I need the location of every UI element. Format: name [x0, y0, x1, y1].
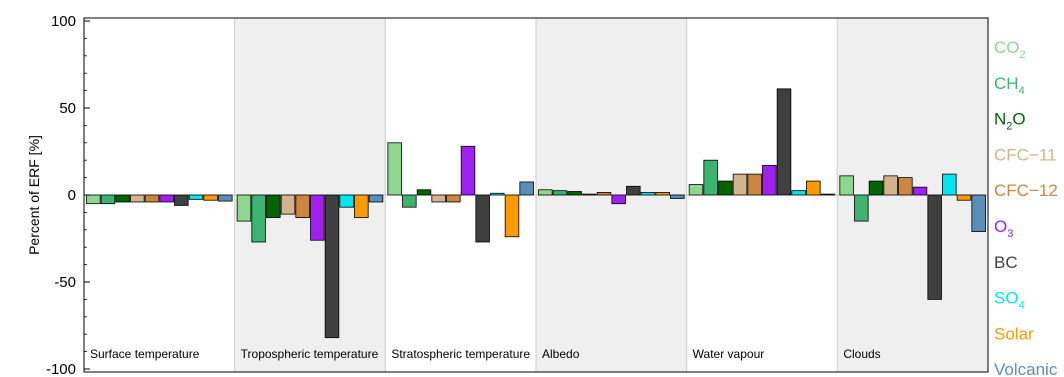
y-tick-label: -100	[46, 361, 76, 377]
legend-item: O3	[994, 217, 1013, 240]
bar	[354, 194, 369, 219]
bar	[416, 189, 432, 196]
legend-item: SO4	[994, 289, 1025, 312]
bar	[596, 191, 612, 196]
y-tick-label: 50	[59, 100, 76, 117]
bar	[310, 194, 325, 241]
bar	[159, 194, 174, 203]
bar	[806, 180, 821, 196]
bar	[218, 194, 233, 202]
legend-item: CFC−11	[994, 145, 1057, 164]
category-labels: Surface temperature Tropospheric temperat…	[90, 347, 881, 361]
legend-item: CH4	[994, 74, 1025, 97]
bar	[732, 173, 748, 196]
bar	[280, 194, 296, 215]
category-label: Albedo	[542, 347, 580, 361]
y-tick-label: 100	[51, 13, 76, 30]
legend-item: CFC−12	[994, 181, 1058, 200]
bar	[747, 173, 762, 196]
y-tick-label: 0	[68, 187, 76, 204]
bar	[640, 191, 656, 196]
bar	[446, 194, 461, 203]
y-tick-label: -50	[54, 274, 76, 291]
legend-item: Solar	[994, 324, 1034, 343]
bar	[174, 194, 189, 206]
bar	[655, 191, 670, 196]
bar	[188, 194, 204, 200]
bar	[295, 194, 310, 219]
bar	[942, 173, 957, 196]
y-axis: 100 50 0 -50 -100	[46, 13, 90, 377]
bar	[912, 186, 928, 196]
bar	[776, 88, 792, 196]
category-label: Surface temperature	[90, 347, 200, 361]
bar	[115, 194, 130, 203]
bar	[475, 194, 490, 243]
bar	[251, 194, 266, 243]
bar	[86, 194, 101, 205]
bar	[927, 194, 942, 300]
bar	[339, 194, 354, 208]
legend-item: BC	[994, 253, 1018, 272]
category-label: Water vapour	[693, 347, 765, 361]
bar	[504, 194, 520, 238]
bar	[100, 194, 116, 205]
bar	[956, 194, 972, 201]
bar	[883, 175, 898, 196]
legend: CO2 CH4 N2O CFC−11 CFC−12 O3 BC SO4 Solar Volcani…	[994, 38, 1058, 377]
bar	[688, 184, 704, 196]
bar	[626, 185, 641, 196]
bar	[236, 194, 252, 222]
bar	[431, 194, 446, 203]
bar	[324, 194, 340, 339]
bar	[854, 194, 869, 222]
category-label: Clouds	[843, 347, 880, 361]
bar	[898, 177, 913, 196]
bar	[703, 159, 718, 196]
legend-item: CO2	[994, 38, 1026, 61]
category-label: Stratospheric temperature	[391, 347, 530, 361]
y-axis-label: Percent of ERF [%]	[26, 135, 42, 255]
bar	[820, 193, 836, 196]
bar	[582, 193, 597, 196]
bar	[567, 191, 582, 196]
bar	[762, 165, 777, 196]
bar	[718, 180, 733, 196]
bar	[144, 194, 160, 203]
legend-item: Volcanic	[994, 360, 1058, 377]
bar	[402, 194, 417, 208]
legend-item: N2O	[994, 110, 1026, 133]
bar	[368, 194, 384, 203]
bar	[791, 190, 806, 196]
bar	[552, 190, 568, 196]
bar	[460, 145, 476, 196]
bar	[971, 194, 986, 232]
bar	[519, 181, 534, 196]
bar	[266, 194, 281, 219]
bar	[868, 180, 884, 196]
bar	[611, 194, 626, 205]
bar	[839, 175, 854, 196]
bar	[538, 189, 553, 196]
bar	[203, 194, 218, 201]
bar	[670, 194, 685, 199]
bar	[130, 194, 145, 203]
bar	[387, 142, 402, 196]
bar	[490, 192, 505, 196]
category-label: Tropospheric temperature	[241, 347, 379, 361]
bars-layer	[86, 88, 986, 339]
